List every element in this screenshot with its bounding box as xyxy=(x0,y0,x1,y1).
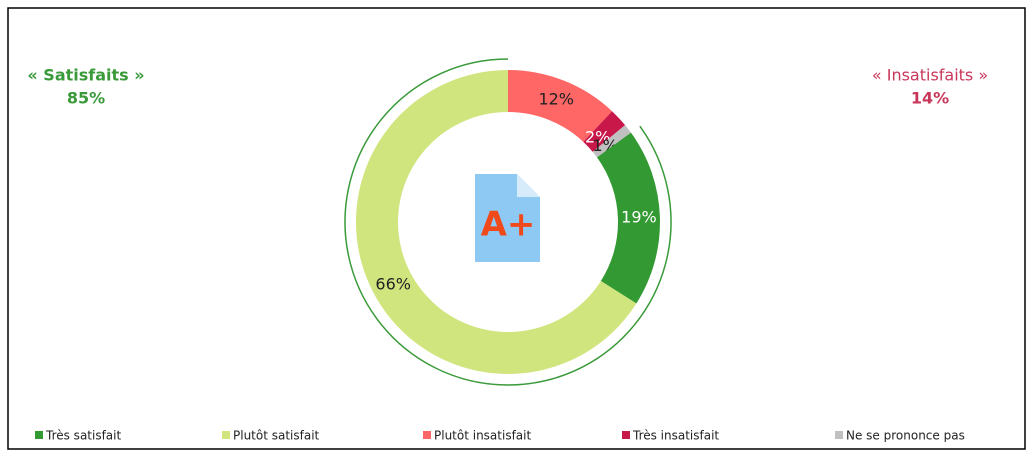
donut-slice xyxy=(592,125,631,158)
slice-label: 12% xyxy=(538,90,574,109)
group-label: « Satisfaits » xyxy=(27,66,144,85)
group-value: 14% xyxy=(911,89,949,108)
donut-slice xyxy=(596,132,661,304)
legend-label: Très satisfait xyxy=(45,429,121,443)
donut-slice xyxy=(508,70,613,142)
center-icon: A+ xyxy=(475,174,540,262)
icon-text: A+ xyxy=(481,205,536,245)
donut-slice xyxy=(356,70,637,374)
slice-label: 19% xyxy=(621,207,657,226)
legend-label: Plutôt satisfait xyxy=(233,429,320,443)
legend-label: Plutôt insatisfait xyxy=(434,429,531,443)
legend-swatch xyxy=(35,431,43,439)
slice-label: 2% xyxy=(585,127,610,146)
donut-slice xyxy=(583,111,626,152)
legend-swatch xyxy=(835,431,843,439)
legend-swatch xyxy=(423,431,431,439)
slice-label: 66% xyxy=(375,275,411,294)
legend-label: Ne se prononce pas xyxy=(846,429,965,443)
legend-label: Très insatisfait xyxy=(632,429,719,443)
group-label: « Insatisfaits » xyxy=(872,66,988,85)
group-arc xyxy=(344,58,672,386)
legend-swatch xyxy=(222,431,230,439)
legend-swatch xyxy=(622,431,630,439)
group-value: 85% xyxy=(67,89,105,108)
